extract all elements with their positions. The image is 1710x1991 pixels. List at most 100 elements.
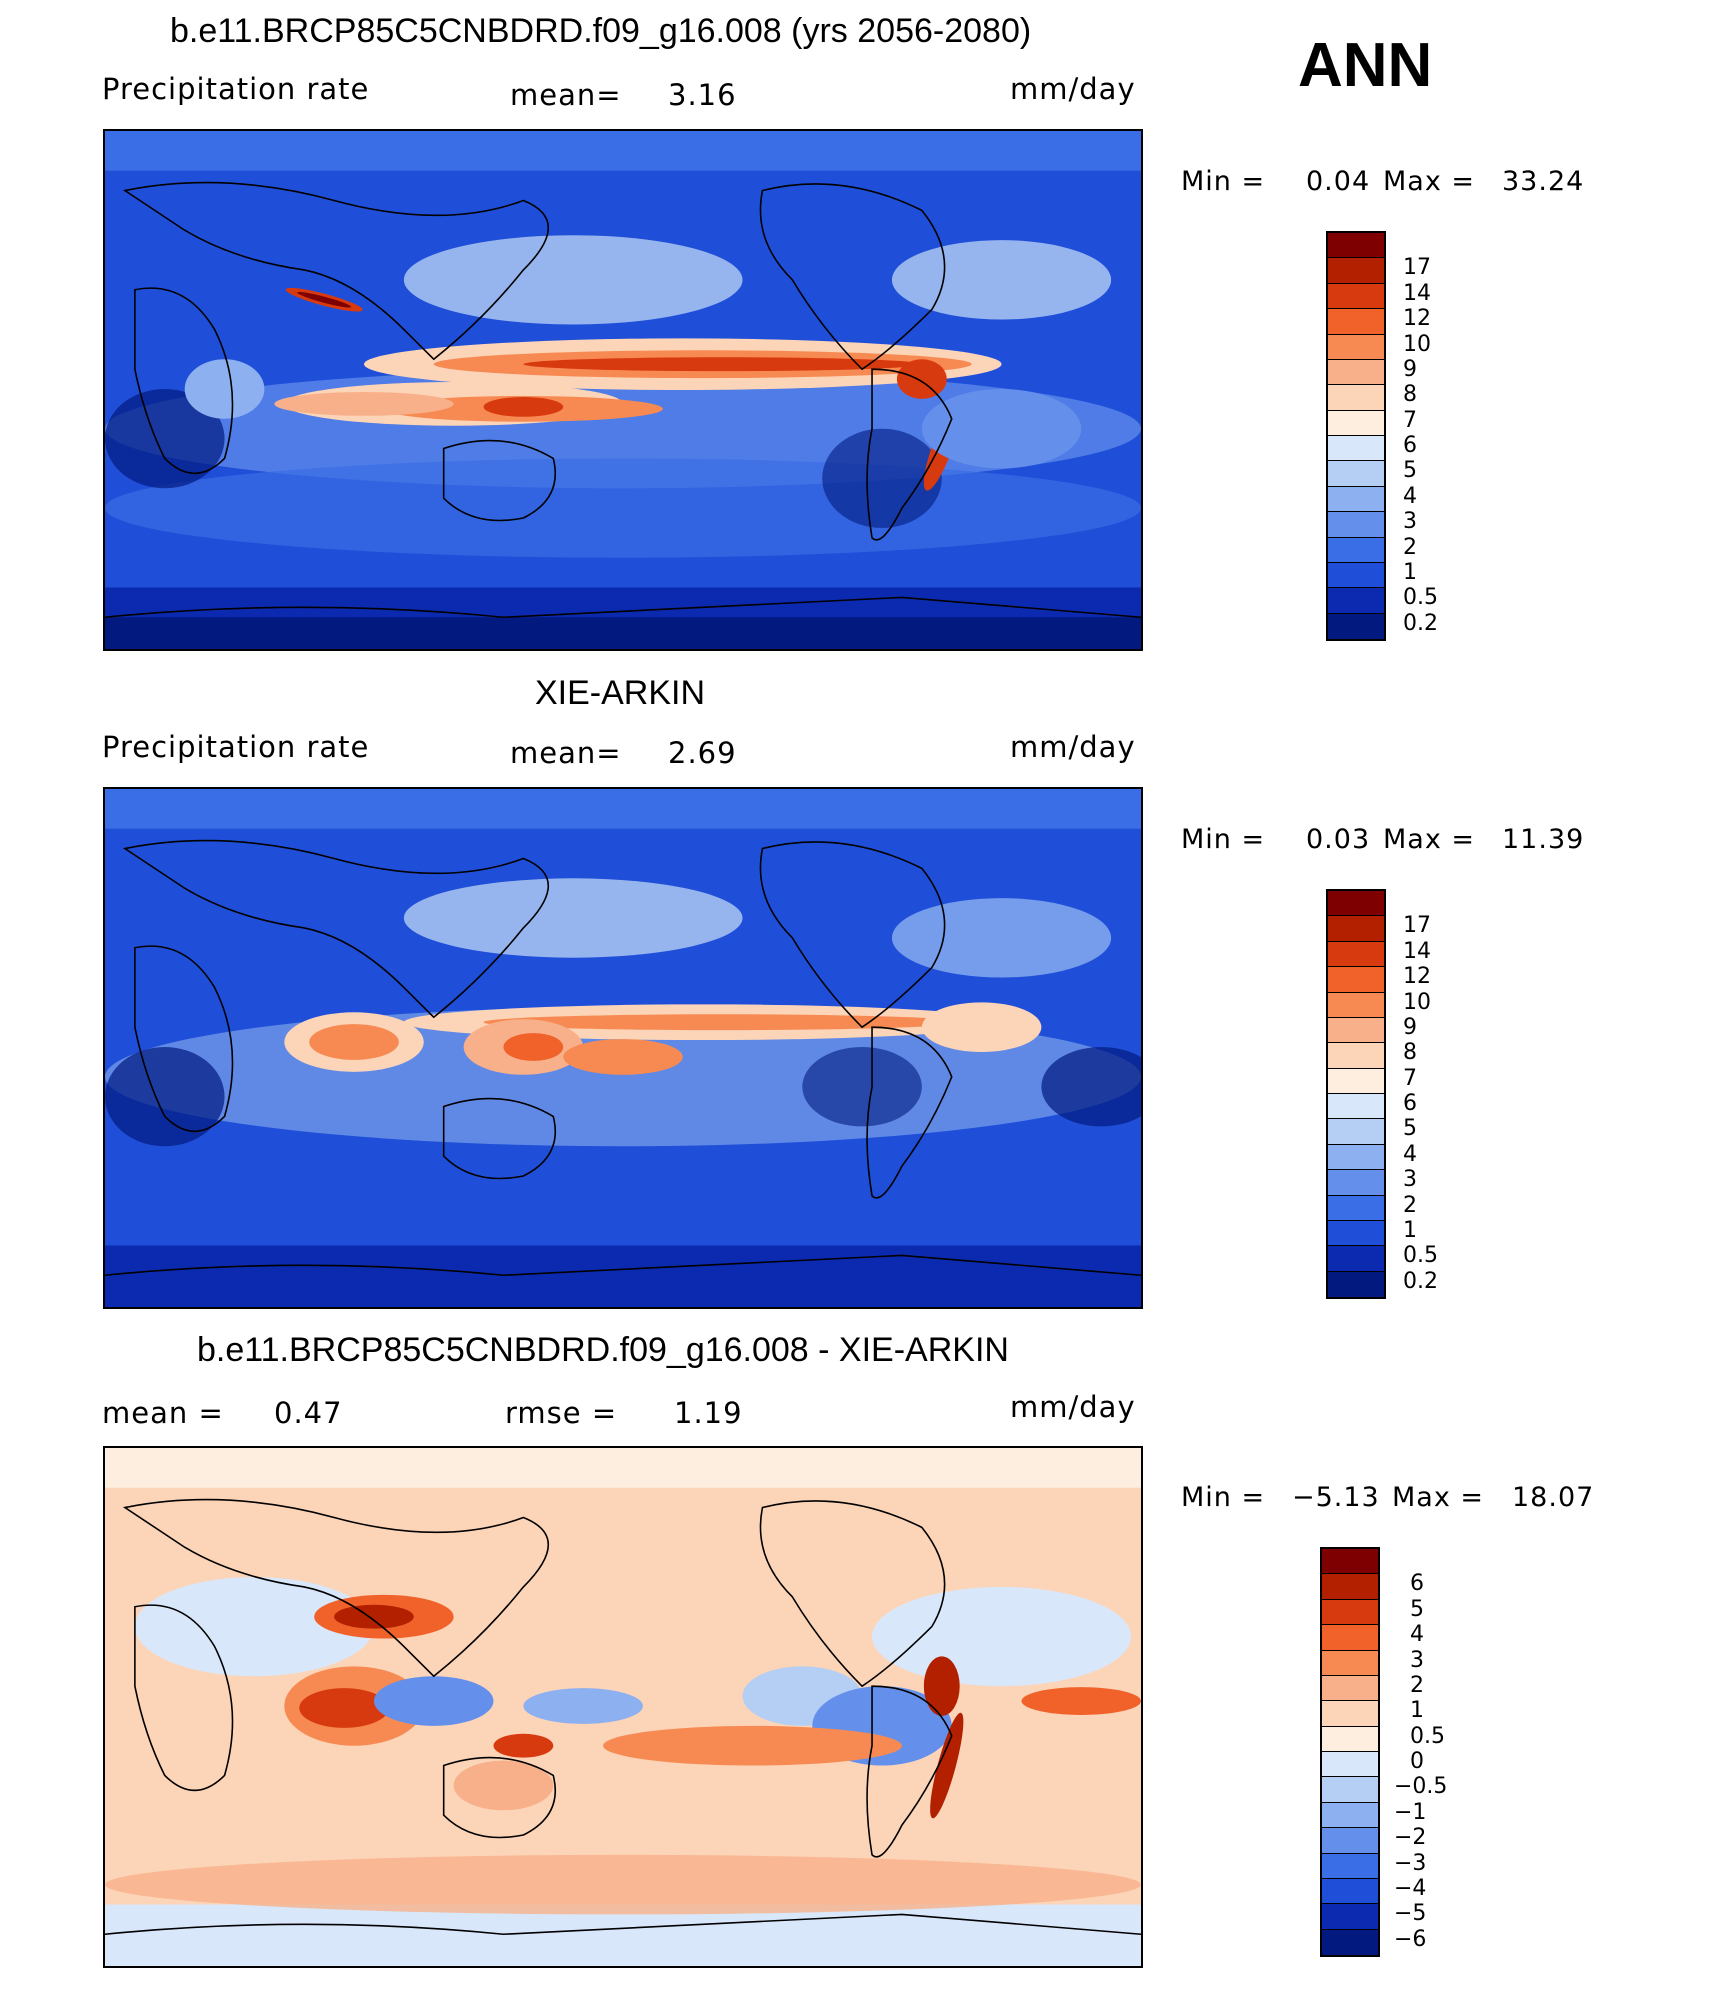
panel-1-max-label: Max = [1383,166,1476,197]
colorbar-tick-label: 2 [1403,1192,1417,1218]
colorbar-segment [1322,1853,1378,1879]
colorbar-segment [1328,967,1384,993]
colorbar-segment [1322,1549,1378,1575]
colorbar-tick-label: 5 [1403,458,1417,484]
colorbar-segment [1322,1574,1378,1600]
panel-2-precip-field [105,789,1141,1307]
colorbar-segment [1328,613,1384,639]
panel-2-min-value: 0.03 [1306,824,1371,855]
colorbar-segment [1328,1043,1384,1069]
colorbar-tick-label: 9 [1403,1014,1417,1040]
panel-3-difference-field [105,1448,1141,1966]
colorbar-segment [1328,283,1384,310]
colorbar-segment [1328,1246,1384,1272]
colorbar-segment [1328,588,1384,614]
colorbar-tick-label: 1 [1410,1698,1424,1724]
colorbar-segment [1328,941,1384,968]
colorbar-segment [1322,1650,1378,1676]
colorbar-tick-label: 7 [1403,407,1417,433]
colorbar-segment [1328,1170,1384,1196]
colorbar-tick-label: 8 [1403,382,1417,408]
colorbar-segment [1328,334,1384,360]
colorbar-segment [1328,891,1384,917]
panel-1-precip-field [105,131,1141,649]
panel-3-mean-label: mean = [102,1396,224,1430]
colorbar-segment [1328,992,1384,1018]
panel-2-colorbar-labels: 17 14 12 10 9 8 7 6 5 4 3 2 1 0.5 0.2 [1403,902,1463,1294]
colorbar-tick-label: 1 [1403,559,1417,585]
colorbar-tick-label: 12 [1403,964,1431,990]
panel-3-min-label: Min = [1181,1482,1266,1513]
colorbar-segment [1322,1599,1378,1626]
colorbar-tick-label: 14 [1403,938,1431,964]
panel-1-mean-value: 3.16 [668,78,737,112]
colorbar-tick-label: 5 [1410,1596,1424,1622]
colorbar-tick-label: 3 [1403,1167,1417,1193]
panel-2-max-label: Max = [1383,824,1476,855]
colorbar-segment [1328,461,1384,487]
colorbar-tick-label: 0.2 [1403,1268,1438,1294]
colorbar-tick-label: 4 [1403,1141,1417,1167]
panel-2-min-label: Min = [1181,824,1266,855]
colorbar-tick-label: 1 [1403,1217,1417,1243]
panel-2-variable-label: Precipitation rate [102,730,370,764]
colorbar-tick-label: 6 [1410,1571,1424,1597]
colorbar-segment [1322,1777,1378,1803]
panel-3-mean-value: 0.47 [274,1396,343,1430]
colorbar-segment [1328,512,1384,538]
panel-3-min-value: −5.13 [1292,1482,1380,1513]
panel-3-rmse-label: rmse = [505,1396,618,1430]
colorbar-segment [1328,562,1384,589]
colorbar-tick-label: 9 [1403,356,1417,382]
colorbar-segment [1322,1929,1378,1955]
colorbar-tick-label: 2 [1410,1672,1424,1698]
colorbar-tick-label: 4 [1410,1622,1424,1648]
colorbar-tick-label: 8 [1403,1040,1417,1066]
season-label: ANN [1298,31,1433,100]
colorbar-segment [1328,309,1384,335]
colorbar-segment [1322,1625,1378,1651]
panel-2-title: XIE-ARKIN [535,674,706,712]
colorbar-segment [1328,537,1384,563]
colorbar-segment [1328,486,1384,513]
colorbar-segment [1322,1828,1378,1854]
colorbar-tick-label: 6 [1403,1091,1417,1116]
colorbar-tick-label: 0.5 [1403,1243,1438,1269]
panel-1-min-value: 0.04 [1306,166,1371,197]
colorbar-tick-label: 10 [1403,331,1431,357]
colorbar-tick-label: 0.2 [1403,610,1438,636]
panel-3-colorbar [1320,1547,1380,1957]
colorbar-segment [1328,1094,1384,1120]
panel-3-map [103,1446,1143,1968]
panel-3-title: b.e11.BRCP85C5CNBDRD.f09_g16.008 - XIE-A… [197,1331,1009,1369]
panel-2-colorbar [1326,889,1386,1299]
colorbar-segment [1328,233,1384,259]
panel-1-min-label: Min = [1181,166,1266,197]
panel-1-colorbar [1326,231,1386,641]
panel-3-max-label: Max = [1392,1482,1485,1513]
colorbar-segment [1328,1195,1384,1221]
colorbar-segment [1328,1119,1384,1145]
colorbar-tick-label: 3 [1403,509,1417,535]
colorbar-segment [1328,1017,1384,1044]
colorbar-tick-label: 3 [1410,1647,1424,1673]
panel-2-units: mm/day [1010,730,1136,764]
colorbar-tick-label: −3 [1394,1850,1427,1876]
colorbar-tick-label: 0 [1410,1749,1424,1774]
panel-2-max-value: 11.39 [1502,824,1585,855]
panel-1-title: b.e11.BRCP85C5CNBDRD.f09_g16.008 (yrs 20… [170,12,1032,50]
colorbar-tick-label: −1 [1394,1799,1427,1825]
colorbar-tick-label: 0.5 [1410,1723,1445,1749]
colorbar-tick-label: 14 [1403,280,1431,306]
colorbar-tick-label: −2 [1394,1825,1427,1851]
colorbar-segment [1328,385,1384,411]
colorbar-segment [1328,1271,1384,1297]
colorbar-segment [1322,1701,1378,1727]
colorbar-tick-label: 17 [1403,255,1431,281]
colorbar-tick-label: −4 [1394,1875,1427,1901]
panel-3-units: mm/day [1010,1390,1136,1424]
colorbar-segment [1328,436,1384,462]
colorbar-tick-label: 4 [1403,483,1417,509]
panel-3-max-value: 18.07 [1512,1482,1595,1513]
colorbar-segment [1328,916,1384,942]
